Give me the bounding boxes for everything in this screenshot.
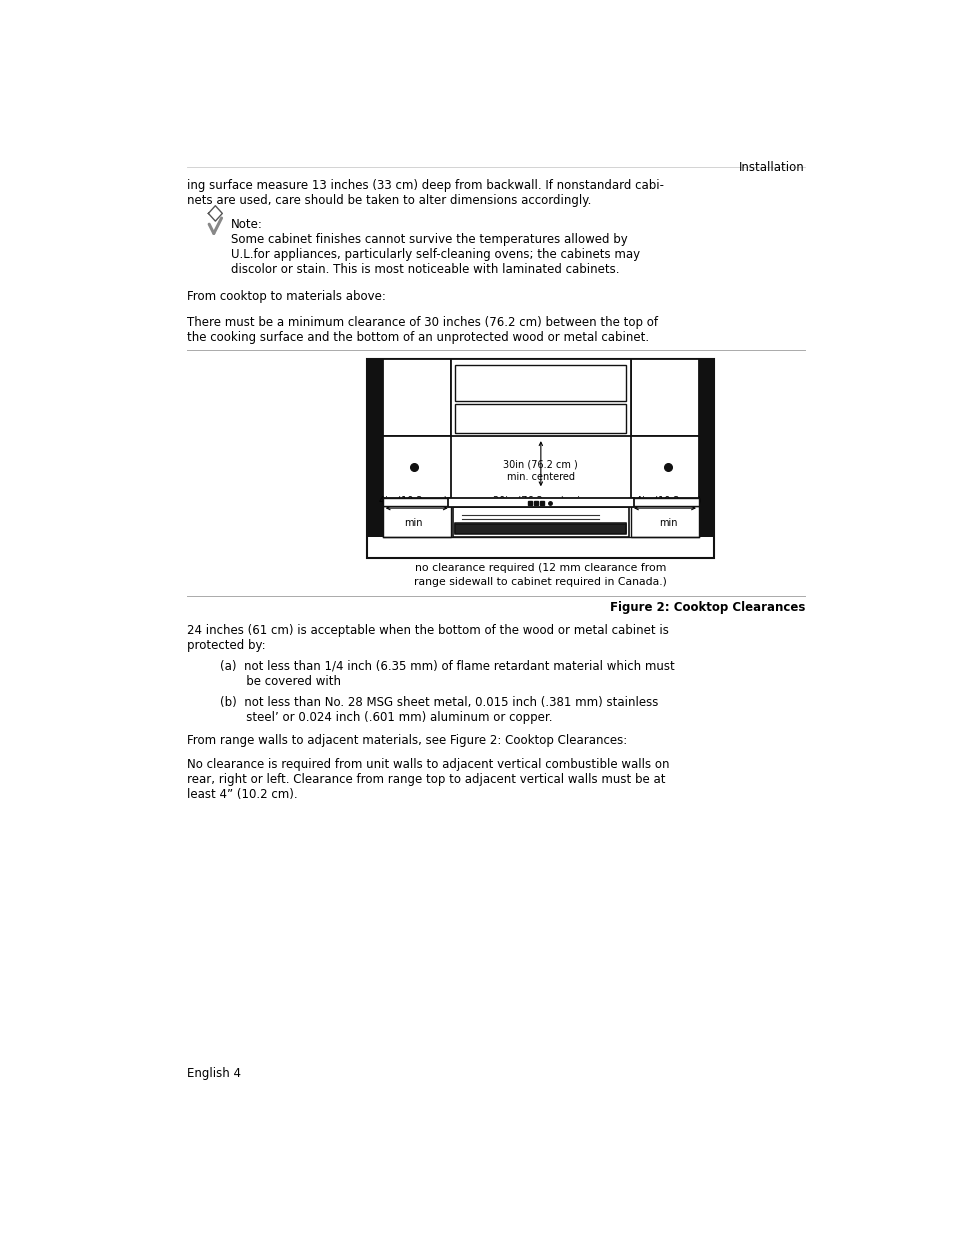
Bar bbox=[447, 499, 634, 508]
Bar bbox=[382, 506, 450, 536]
Text: the cooking surface and the bottom of an unprotected wood or metal cabinet.: the cooking surface and the bottom of an… bbox=[187, 331, 649, 343]
Bar bbox=[453, 508, 628, 536]
Bar bbox=[450, 359, 630, 436]
Text: rear, right or left. Clearance from range top to adjacent vertical walls must be: rear, right or left. Clearance from rang… bbox=[187, 773, 665, 785]
Bar bbox=[699, 359, 714, 536]
Text: 4in (10.2 cm ): 4in (10.2 cm ) bbox=[378, 495, 447, 505]
Text: discolor or stain. This is most noticeable with laminated cabinets.: discolor or stain. This is most noticeab… bbox=[231, 263, 618, 277]
Text: protected by:: protected by: bbox=[187, 638, 266, 652]
Text: min: min bbox=[404, 519, 422, 529]
Text: No clearance is required from unit walls to adjacent vertical combustible walls : No clearance is required from unit walls… bbox=[187, 757, 669, 771]
Text: be covered with: be covered with bbox=[220, 676, 340, 688]
Bar bbox=[455, 522, 626, 532]
Text: 30in (76.2 cm) min.: 30in (76.2 cm) min. bbox=[492, 495, 588, 505]
Text: Installation: Installation bbox=[739, 162, 804, 174]
Text: (b)  not less than No. 28 MSG sheet metal, 0.015 inch (.381 mm) stainless: (b) not less than No. 28 MSG sheet metal… bbox=[220, 697, 658, 709]
Text: 24 inches (61 cm) is acceptable when the bottom of the wood or metal cabinet is: 24 inches (61 cm) is acceptable when the… bbox=[187, 624, 669, 637]
Bar bbox=[630, 436, 699, 499]
Bar bbox=[367, 359, 382, 536]
Text: min. centered: min. centered bbox=[506, 472, 575, 482]
Text: no clearance required (12 mm clearance from: no clearance required (12 mm clearance f… bbox=[415, 563, 666, 573]
Text: There must be a minimum clearance of 30 inches (76.2 cm) between the top of: There must be a minimum clearance of 30 … bbox=[187, 316, 658, 329]
Bar bbox=[630, 506, 699, 536]
Text: ing surface measure 13 inches (33 cm) deep from backwall. If nonstandard cabi-: ing surface measure 13 inches (33 cm) de… bbox=[187, 179, 663, 191]
Text: English 4: English 4 bbox=[187, 1067, 241, 1079]
Text: From cooktop to materials above:: From cooktop to materials above: bbox=[187, 290, 386, 303]
Text: nets are used, care should be taken to alter dimensions accordingly.: nets are used, care should be taken to a… bbox=[187, 194, 591, 207]
Text: least 4” (10.2 cm).: least 4” (10.2 cm). bbox=[187, 788, 297, 800]
Bar bbox=[382, 499, 454, 506]
Bar bbox=[630, 359, 699, 436]
Text: Figure 2: Cooktop Clearances: Figure 2: Cooktop Clearances bbox=[609, 601, 804, 614]
Text: (a)  not less than 1/4 inch (6.35 mm) of flame retardant material which must: (a) not less than 1/4 inch (6.35 mm) of … bbox=[220, 659, 674, 673]
Text: steel’ or 0.024 inch (.601 mm) aluminum or copper.: steel’ or 0.024 inch (.601 mm) aluminum … bbox=[220, 711, 552, 724]
Bar bbox=[455, 364, 626, 401]
Bar bbox=[455, 524, 626, 535]
Text: U.L.for appliances, particularly self-cleaning ovens; the cabinets may: U.L.for appliances, particularly self-cl… bbox=[231, 248, 639, 261]
Text: range sidewall to cabinet required in Canada.): range sidewall to cabinet required in Ca… bbox=[414, 577, 666, 587]
Text: Some cabinet finishes cannot survive the temperatures allowed by: Some cabinet finishes cannot survive the… bbox=[231, 233, 627, 246]
Bar bbox=[627, 499, 699, 506]
Text: 30in (76.2 cm ): 30in (76.2 cm ) bbox=[503, 459, 578, 469]
Text: Note:: Note: bbox=[231, 219, 262, 231]
Bar bbox=[382, 436, 450, 499]
Bar bbox=[367, 359, 714, 558]
Bar bbox=[382, 359, 450, 436]
Bar bbox=[455, 404, 626, 432]
Text: min: min bbox=[659, 519, 677, 529]
Text: 4in (10.2 cm): 4in (10.2 cm) bbox=[635, 495, 700, 505]
Text: From range walls to adjacent materials, see Figure 2: Cooktop Clearances:: From range walls to adjacent materials, … bbox=[187, 734, 627, 746]
